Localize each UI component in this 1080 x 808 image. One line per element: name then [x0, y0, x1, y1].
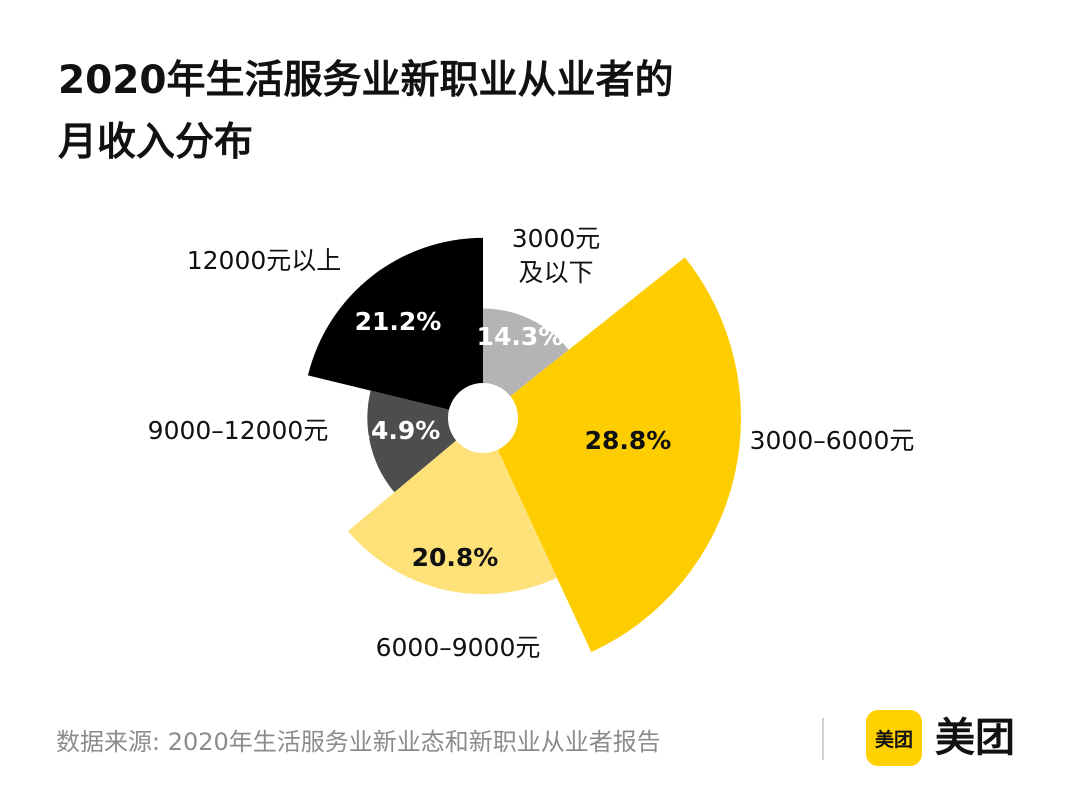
value-label: 28.8%	[585, 426, 672, 455]
chart-title-line-1: 2020年生活服务业新职业从业者的	[58, 58, 674, 103]
data-source: 数据来源: 2020年生活服务业新业态和新职业从业者报告	[56, 728, 661, 756]
chart-title: 2020年生活服务业新职业从业者的 月收入分布	[58, 50, 674, 174]
slice-4	[307, 237, 483, 418]
slice-2	[348, 418, 557, 595]
divider	[822, 718, 824, 760]
value-label: 20.8%	[412, 543, 499, 572]
value-label: 14.3%	[477, 322, 564, 351]
category-label: 及以下	[518, 258, 593, 287]
meituan-logo-icon: 美团	[866, 710, 922, 766]
chart-title-line-2: 月收入分布	[58, 120, 254, 165]
value-label: 14.9%	[354, 416, 441, 445]
meituan-logo-text: 美团	[935, 715, 1015, 761]
slice-1	[483, 257, 742, 653]
category-label: 3000元	[512, 224, 601, 253]
category-label: 9000–12000元	[148, 416, 329, 445]
value-label: 21.2%	[355, 307, 442, 336]
category-label: 6000–9000元	[376, 633, 541, 662]
center-hole	[448, 383, 518, 453]
category-label: 12000元以上	[187, 246, 342, 275]
category-label: 3000–6000元	[750, 426, 915, 455]
